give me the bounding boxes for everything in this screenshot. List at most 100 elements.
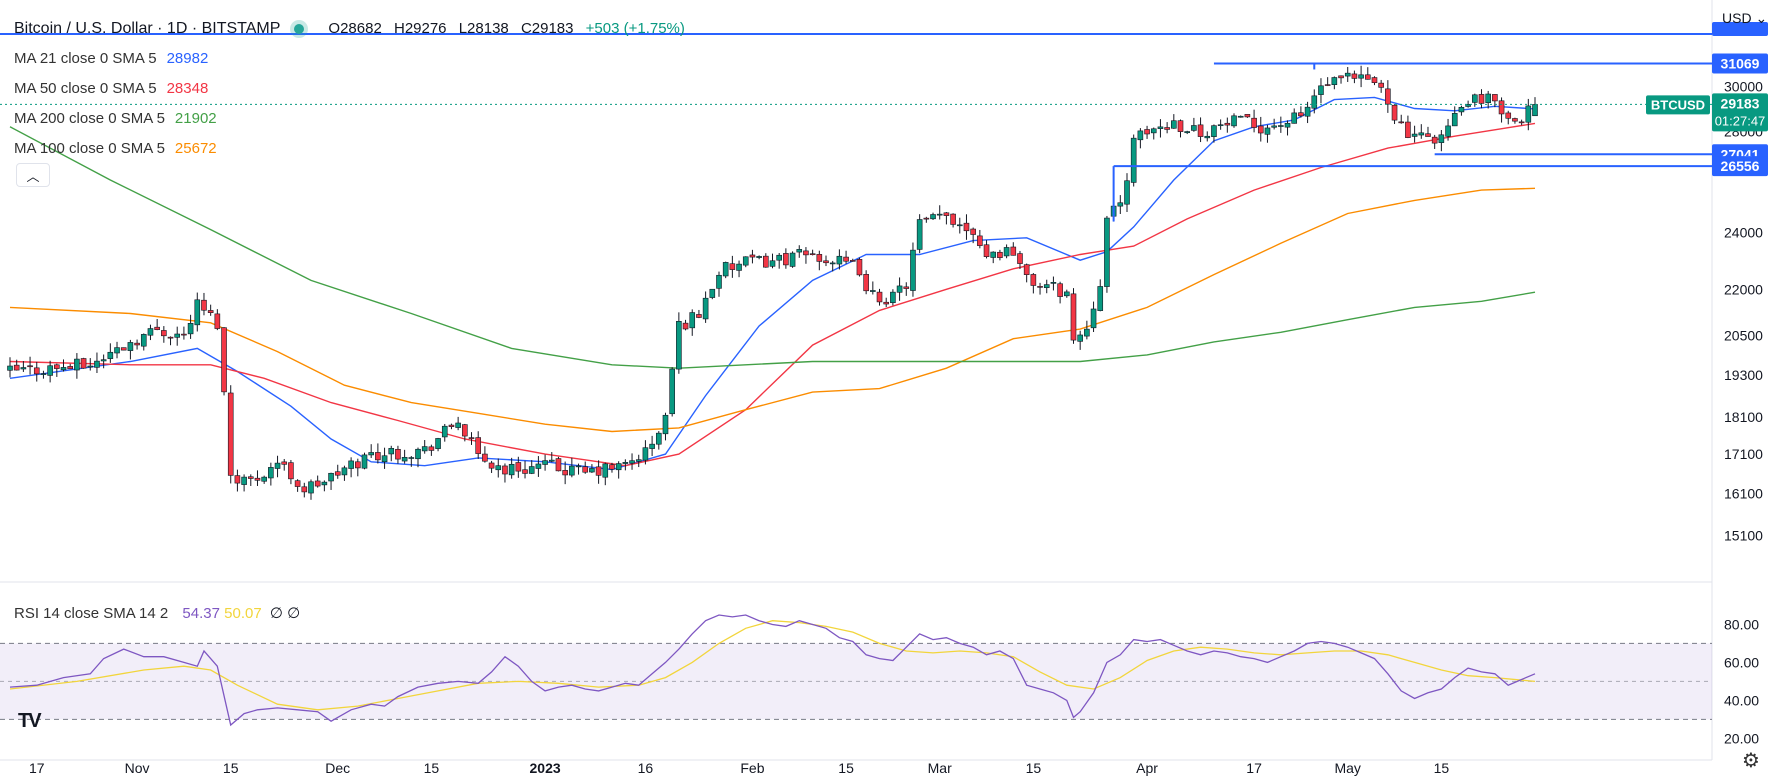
close-value: C29183 bbox=[520, 20, 574, 37]
candle-body bbox=[308, 481, 314, 494]
candle-body bbox=[140, 334, 147, 347]
candle-body bbox=[890, 291, 896, 304]
candle-body bbox=[1311, 95, 1318, 109]
candle-body bbox=[1144, 129, 1150, 135]
symbol-header: Bitcoin / U.S. Dollar · 1D · BITSTAMP O2… bbox=[14, 14, 693, 44]
candle-body bbox=[669, 368, 675, 415]
candle-body bbox=[1137, 130, 1144, 141]
candle-body bbox=[1003, 247, 1010, 257]
currency-selector[interactable]: USD ⌄ bbox=[1722, 10, 1767, 27]
candle-body bbox=[796, 249, 803, 253]
collapse-legend-button[interactable]: ︿ bbox=[16, 163, 50, 187]
candle-body bbox=[221, 327, 227, 393]
candle-body bbox=[1418, 132, 1425, 136]
candle-body bbox=[462, 424, 468, 437]
candle-body bbox=[756, 256, 762, 258]
gear-icon[interactable]: ⚙ bbox=[1742, 750, 1760, 772]
time-tick-label: 15 bbox=[838, 760, 854, 776]
candle-body bbox=[1304, 106, 1311, 117]
candle-body bbox=[769, 260, 776, 267]
price-tick-label: 18100 bbox=[1724, 409, 1763, 425]
price-badge bbox=[1712, 156, 1768, 177]
candle-body bbox=[1425, 133, 1431, 137]
candle-body bbox=[381, 455, 388, 463]
candle-body bbox=[388, 448, 395, 455]
candle-body bbox=[642, 447, 649, 461]
rsi-tick-label: 80.00 bbox=[1724, 616, 1759, 632]
candle-body bbox=[649, 443, 655, 449]
candle-body bbox=[783, 253, 789, 266]
candle-body bbox=[923, 217, 930, 220]
candle-body bbox=[294, 480, 301, 487]
candle-body bbox=[963, 222, 970, 232]
candle-body bbox=[194, 299, 201, 326]
candle-body bbox=[127, 342, 134, 351]
candle-body bbox=[789, 252, 796, 267]
candle-body bbox=[488, 462, 495, 469]
candle-body bbox=[609, 464, 615, 470]
candle-body bbox=[1451, 113, 1458, 127]
candle-body bbox=[1037, 286, 1043, 288]
candle-body bbox=[87, 365, 94, 368]
candle-body bbox=[977, 235, 983, 246]
time-tick-label: 2023 bbox=[530, 760, 561, 776]
ma-line-ma200 bbox=[9, 126, 1536, 369]
candle-body bbox=[910, 249, 916, 291]
candle-body bbox=[876, 291, 883, 303]
time-tick-label: 15 bbox=[1026, 760, 1042, 776]
indicator-label: MA 50 close 0 SMA 5 bbox=[14, 80, 157, 97]
candle-body bbox=[1525, 105, 1532, 123]
candle-body bbox=[395, 448, 401, 460]
symbol-badge-label: BTCUSD bbox=[1651, 97, 1705, 112]
symbol-title[interactable]: Bitcoin / U.S. Dollar · 1D · BITSTAMP bbox=[14, 20, 281, 37]
candle-body bbox=[334, 471, 341, 476]
rsi-legend[interactable]: RSI 14 close SMA 14 2 54.37 50.07 ∅ ∅ bbox=[14, 604, 300, 622]
rsi-lines bbox=[9, 614, 1536, 727]
chevron-up-icon: ︿ bbox=[26, 168, 40, 184]
candle-body bbox=[375, 452, 381, 461]
candle-body bbox=[930, 214, 936, 220]
indicator-ma50[interactable]: MA 50 close 0 SMA 5 28348 bbox=[14, 74, 693, 104]
candle-body bbox=[803, 250, 809, 256]
candle-body bbox=[1204, 135, 1211, 139]
price-badge bbox=[1712, 53, 1768, 74]
candle-body bbox=[167, 336, 174, 339]
candle-body bbox=[100, 359, 107, 362]
candle-body bbox=[1278, 125, 1284, 127]
indicator-ma200[interactable]: MA 200 close 0 SMA 5 21902 bbox=[14, 104, 693, 134]
candle-body bbox=[1191, 125, 1197, 131]
ohlc-values: O28682 H29276 L28138 C29183 +503 (+1.75%… bbox=[328, 18, 692, 40]
candle-body bbox=[421, 446, 428, 452]
tradingview-logo-icon[interactable]: TV bbox=[18, 710, 42, 732]
candle-body bbox=[682, 322, 689, 330]
candle-body bbox=[1030, 274, 1037, 286]
candle-body bbox=[1405, 121, 1411, 138]
candle-body bbox=[1197, 124, 1204, 137]
candle-body bbox=[1043, 284, 1050, 289]
candle-body bbox=[408, 457, 415, 459]
candle-body bbox=[655, 432, 662, 445]
candle-body bbox=[341, 467, 348, 476]
rsi-tick-label: 40.00 bbox=[1724, 692, 1759, 708]
candle-body bbox=[749, 254, 756, 258]
indicator-ma21[interactable]: MA 21 close 0 SMA 5 28982 bbox=[14, 44, 693, 74]
candle-body bbox=[261, 476, 267, 482]
candle-body bbox=[696, 314, 702, 318]
candle-body bbox=[555, 458, 562, 472]
candle-body bbox=[742, 256, 749, 266]
moving-averages bbox=[9, 96, 1536, 471]
candle-body bbox=[722, 262, 729, 277]
candle-body bbox=[575, 465, 582, 468]
candle-body bbox=[1257, 125, 1264, 134]
horizontal-levels[interactable] bbox=[0, 33, 1712, 222]
candle-body bbox=[455, 422, 461, 428]
candle-body bbox=[1231, 115, 1237, 127]
current-price-badge bbox=[1712, 93, 1768, 132]
time-tick-label: 15 bbox=[1434, 760, 1450, 776]
candle-body bbox=[428, 446, 435, 451]
candle-body bbox=[475, 437, 482, 454]
candle-body bbox=[763, 255, 769, 268]
indicator-ma100[interactable]: MA 100 close 0 SMA 5 25672 bbox=[14, 134, 693, 164]
candle-body bbox=[134, 342, 140, 346]
